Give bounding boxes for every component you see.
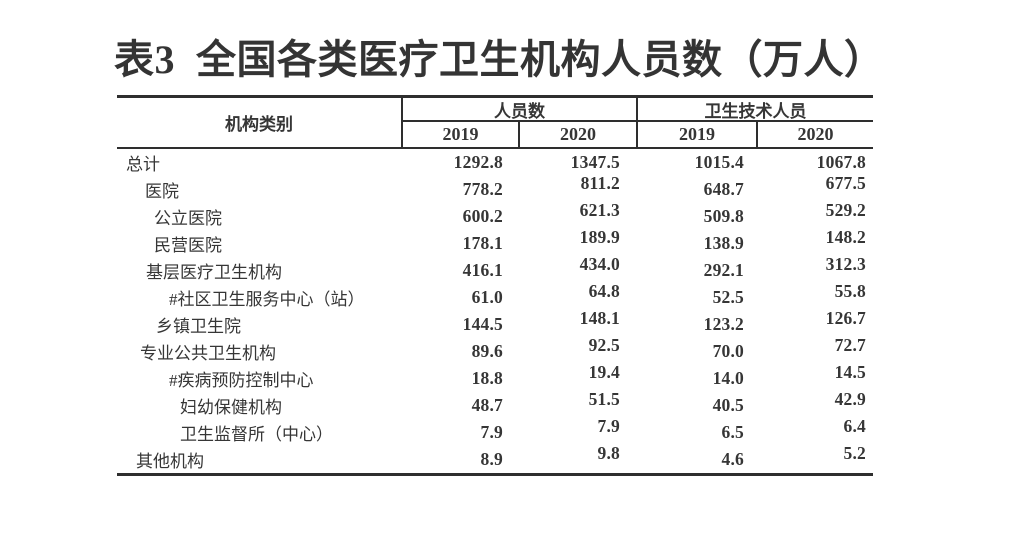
cell-value: 778.2 — [462, 179, 503, 199]
table-row: 公立医院 600.2 621.3 509.8 529.2 — [117, 200, 873, 230]
row-label: 公立医院 — [154, 209, 222, 228]
row-label: 卫生监督所（中心） — [180, 425, 333, 444]
cell-value: 92.5 — [588, 335, 620, 355]
cell-value: 648.7 — [703, 179, 744, 199]
cell-value: 148.2 — [825, 227, 866, 247]
cell-value: 55.8 — [834, 281, 866, 301]
cell-value: 51.5 — [588, 389, 620, 409]
cell-value: 529.2 — [825, 200, 866, 220]
cell-value: 126.7 — [825, 308, 866, 328]
cell-value: 292.1 — [703, 260, 744, 280]
col-header-personnel-2019: 2019 — [403, 122, 520, 147]
cell-value: 70.0 — [712, 341, 744, 361]
cell-value: 6.5 — [721, 422, 744, 442]
col-header-technical-2019: 2019 — [638, 122, 758, 147]
cell-value: 144.5 — [462, 314, 503, 334]
cell-value: 9.8 — [597, 443, 620, 463]
row-label: 基层医疗卫生机构 — [146, 263, 282, 282]
table-row: 乡镇卫生院 144.5 148.1 123.2 126.7 — [117, 308, 873, 338]
cell-value: 509.8 — [703, 206, 744, 226]
row-label: #社区卫生服务中心（站） — [169, 290, 365, 309]
table-row: 其他机构 8.9 9.8 4.6 5.2 — [117, 443, 873, 473]
col-group-personnel: 人员数 — [403, 98, 638, 122]
cell-value: 14.0 — [712, 368, 744, 388]
cell-value: 7.9 — [597, 416, 620, 436]
table-row: 医院 778.2 811.2 648.7 677.5 — [117, 173, 873, 203]
cell-value: 6.4 — [843, 416, 866, 436]
row-label: #疾病预防控制中心 — [169, 371, 314, 390]
row-label: 乡镇卫生院 — [156, 317, 241, 336]
row-label: 妇幼保健机构 — [180, 398, 282, 417]
cell-value: 148.1 — [579, 308, 620, 328]
table-row: 民营医院 178.1 189.9 138.9 148.2 — [117, 227, 873, 257]
row-label: 其他机构 — [136, 452, 204, 471]
cell-value: 416.1 — [462, 260, 503, 280]
table-row: 基层医疗卫生机构 416.1 434.0 292.1 312.3 — [117, 254, 873, 284]
cell-value: 1292.8 — [453, 152, 503, 172]
cell-value: 1347.5 — [570, 152, 620, 172]
cell-value: 189.9 — [579, 227, 620, 247]
cell-value: 64.8 — [588, 281, 620, 301]
cell-value: 19.4 — [588, 362, 620, 382]
cell-value: 123.2 — [703, 314, 744, 334]
cell-value: 4.6 — [721, 449, 744, 469]
cell-value: 48.7 — [471, 395, 503, 415]
cell-value: 89.6 — [471, 341, 503, 361]
cell-value: 5.2 — [843, 443, 866, 463]
table-body: 总计 1292.8 1347.5 1015.4 1067.8 医院 778.2 811.2 64… — [117, 149, 873, 473]
cell-value: 1015.4 — [694, 152, 744, 172]
table-row: 专业公共卫生机构 89.6 92.5 70.0 72.7 — [117, 335, 873, 365]
row-label: 专业公共卫生机构 — [140, 344, 276, 363]
table-row: 总计 1292.8 1347.5 1015.4 1067.8 — [117, 149, 873, 176]
table-row: 卫生监督所（中心） 7.9 7.9 6.5 6.4 — [117, 416, 873, 446]
col-header-technical-2020: 2020 — [797, 124, 834, 144]
cell-value: 1067.8 — [816, 152, 866, 172]
cell-value: 621.3 — [579, 200, 620, 220]
cell-value: 8.9 — [480, 449, 503, 469]
table-row: #社区卫生服务中心（站） 61.0 64.8 52.5 55.8 — [117, 281, 873, 311]
cell-value: 434.0 — [579, 254, 620, 274]
col-header-category: 机构类别 — [117, 98, 403, 147]
cell-value: 600.2 — [462, 206, 503, 226]
cell-value: 312.3 — [825, 254, 866, 274]
cell-value: 811.2 — [580, 173, 620, 193]
cell-value: 7.9 — [480, 422, 503, 442]
row-label: 总计 — [126, 155, 160, 174]
table-header: 机构类别 人员数 卫生技术人员 2019 2020 2019 2020 — [117, 98, 873, 149]
cell-value: 18.8 — [471, 368, 503, 388]
cell-value: 40.5 — [712, 395, 744, 415]
cell-value: 72.7 — [834, 335, 866, 355]
table-row: 妇幼保健机构 48.7 51.5 40.5 42.9 — [117, 389, 873, 419]
cell-value: 677.5 — [825, 173, 866, 193]
table-row: #疾病预防控制中心 18.8 19.4 14.0 14.5 — [117, 362, 873, 392]
cell-value: 42.9 — [834, 389, 866, 409]
cell-value: 178.1 — [462, 233, 503, 253]
row-label: 民营医院 — [154, 236, 222, 255]
statistics-table: 机构类别 人员数 卫生技术人员 2019 2020 2019 2020 总计 12… — [117, 95, 873, 476]
cell-value: 52.5 — [712, 287, 744, 307]
cell-value: 61.0 — [471, 287, 503, 307]
col-header-personnel-2020: 2020 — [520, 122, 638, 147]
table-title: 表3 全国各类医疗卫生机构人员数（万人） — [114, 37, 885, 82]
cell-value: 14.5 — [834, 362, 866, 382]
row-label: 医院 — [145, 182, 179, 201]
col-group-health-technical-personnel: 卫生技术人员 — [638, 98, 873, 122]
cell-value: 138.9 — [703, 233, 744, 253]
